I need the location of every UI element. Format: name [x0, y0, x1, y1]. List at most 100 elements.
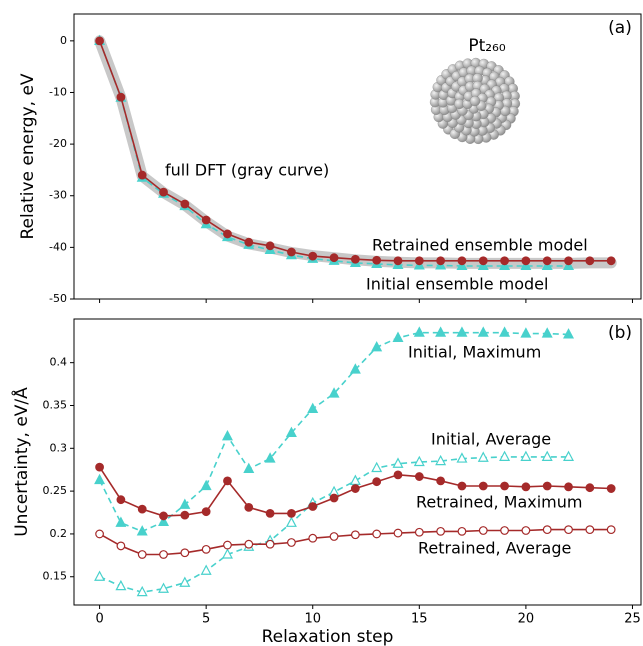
marker	[159, 187, 168, 197]
band-line	[94, 35, 617, 269]
marker	[563, 259, 575, 271]
marker	[116, 495, 126, 505]
marker	[585, 256, 595, 266]
marker	[221, 430, 233, 441]
marker	[541, 450, 553, 461]
x-tick-label: 10	[304, 612, 321, 627]
panel-label: (a)	[608, 18, 632, 38]
marker	[265, 241, 275, 251]
marker	[606, 484, 616, 493]
marker	[201, 544, 211, 554]
marker	[393, 528, 403, 538]
marker	[500, 256, 509, 266]
marker	[285, 516, 297, 527]
marker	[457, 481, 467, 491]
y-axis-label: Uncertainty, eV/Å	[10, 387, 32, 537]
marker	[520, 450, 532, 461]
marker	[201, 507, 211, 517]
marker	[456, 259, 468, 271]
marker	[477, 326, 489, 337]
marker	[499, 259, 511, 271]
marker	[265, 508, 275, 518]
marker	[563, 328, 575, 339]
marker	[585, 525, 595, 535]
y-tick-label: -50	[49, 292, 67, 305]
marker	[95, 529, 104, 539]
marker	[541, 259, 553, 271]
y-tick-label: 0.35	[43, 398, 68, 411]
marker	[542, 481, 552, 491]
y-tick-label: 0.2	[50, 527, 68, 540]
marker	[606, 525, 616, 535]
y-tick-label: 0.4	[50, 356, 68, 369]
marker	[457, 526, 467, 536]
marker	[329, 253, 339, 263]
marker	[136, 525, 148, 536]
marker	[456, 452, 468, 463]
marker	[308, 502, 318, 511]
marker	[521, 526, 531, 535]
marker	[478, 481, 488, 491]
series-label: Initial, Maximum	[408, 343, 541, 362]
x-tick-label: 15	[411, 612, 428, 627]
marker	[329, 532, 339, 541]
marker	[393, 470, 403, 480]
marker	[435, 454, 447, 466]
y-tick-label: -30	[49, 189, 67, 202]
marker	[372, 255, 382, 265]
marker	[180, 199, 190, 209]
y-tick-label: 0.3	[50, 441, 68, 454]
marker	[94, 473, 106, 485]
series-label: Initial ensemble model	[366, 275, 548, 294]
marker	[564, 256, 573, 266]
marker	[116, 92, 126, 102]
marker	[244, 502, 254, 512]
x-tick-label: 5	[202, 612, 210, 627]
marker	[265, 539, 275, 549]
marker	[223, 476, 232, 486]
marker	[115, 579, 127, 591]
marker	[221, 548, 233, 559]
marker	[350, 254, 360, 264]
marker	[223, 540, 232, 550]
series-label: Initial, Average	[431, 430, 551, 449]
atom	[469, 95, 481, 107]
series-label: full DFT (gray curve)	[165, 161, 329, 180]
marker	[180, 510, 190, 520]
marker	[478, 256, 488, 266]
marker	[499, 326, 511, 337]
marker	[500, 526, 509, 535]
marker	[477, 259, 489, 271]
marker	[264, 452, 276, 463]
marker	[499, 450, 511, 461]
marker	[371, 461, 383, 473]
marker	[287, 247, 296, 257]
marker	[287, 508, 296, 518]
marker	[564, 482, 573, 492]
marker	[414, 256, 424, 266]
marker	[115, 516, 127, 527]
nanoparticle-image	[429, 57, 521, 145]
series-line	[99, 456, 569, 594]
x-tick-label: 20	[518, 612, 535, 627]
y-tick-label: 0.15	[43, 570, 68, 583]
marker	[200, 564, 212, 575]
marker	[349, 474, 361, 485]
marker	[436, 526, 446, 536]
series-label: Retrained, Maximum	[416, 493, 583, 512]
y-axis-label: Relative energy, eV	[18, 73, 38, 239]
marker	[223, 229, 232, 239]
x-tick-label: 25	[624, 612, 641, 627]
marker	[520, 327, 532, 338]
marker	[478, 526, 488, 535]
marker	[179, 498, 191, 509]
marker	[308, 251, 318, 261]
x-tick-label: 0	[95, 612, 103, 627]
marker	[457, 256, 467, 266]
marker	[158, 582, 170, 593]
marker	[606, 256, 616, 266]
marker	[542, 256, 552, 266]
marker	[307, 402, 319, 414]
marker	[308, 533, 318, 543]
